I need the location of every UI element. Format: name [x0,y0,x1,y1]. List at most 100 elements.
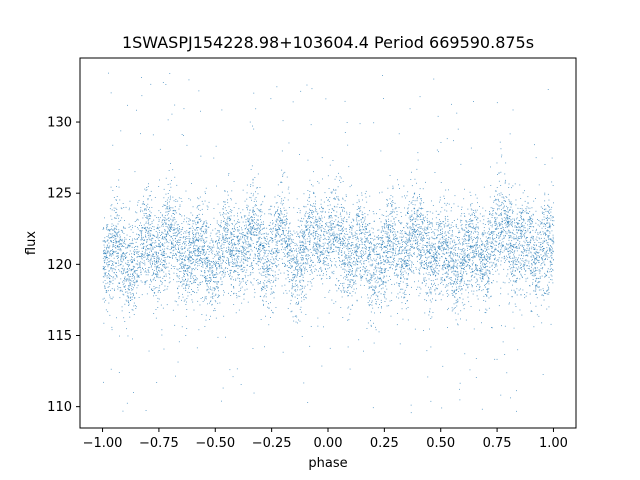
data-point [470,195,472,196]
data-point [229,220,230,222]
data-point [392,254,394,256]
data-point [480,261,482,263]
data-point [189,219,191,220]
data-point [300,247,302,248]
data-point [364,229,366,231]
data-point [480,249,482,251]
data-point [236,297,238,299]
data-point [498,172,500,174]
chart-title: 1SWASPJ154228.98+103604.4 Period 669590.… [122,33,534,52]
data-point [551,217,553,219]
data-point [346,248,348,249]
data-point [117,249,119,250]
data-point [394,202,396,204]
data-point [284,227,286,229]
data-point [263,283,265,285]
data-point [451,289,453,291]
data-point [165,253,167,255]
data-point [309,210,311,211]
data-point [254,288,255,290]
data-point [276,249,277,251]
data-point [236,265,238,267]
data-point [467,259,469,261]
data-point [206,223,208,225]
data-point [260,219,261,220]
data-point [378,262,379,264]
data-point [298,319,299,321]
data-point [504,247,506,249]
data-point [429,299,431,301]
data-point [514,270,516,271]
data-point [193,275,195,276]
data-point [148,270,150,272]
data-point [254,198,256,200]
data-point [115,232,116,234]
data-point [242,209,244,211]
data-point [161,253,163,255]
data-point [443,226,445,228]
data-point [514,291,516,293]
data-point [172,253,174,255]
data-point [506,372,508,374]
data-point [445,258,447,259]
data-point [421,198,422,200]
data-point [496,250,498,252]
data-point [289,250,291,251]
data-point [396,296,397,298]
data-point [450,238,452,240]
data-point [470,245,472,246]
data-point [316,252,317,254]
data-point [178,239,180,241]
data-point [406,244,407,245]
data-point [361,244,363,245]
data-point [200,259,201,261]
data-point [430,228,432,230]
data-point [404,262,406,264]
data-point [473,236,475,238]
data-point [292,254,294,256]
data-point [157,224,159,226]
data-point [475,194,477,196]
data-point [439,242,441,244]
data-point [180,237,182,238]
data-point [172,257,173,259]
data-point [342,248,343,249]
data-point [133,267,134,269]
data-point [155,252,157,254]
data-point [336,278,338,280]
data-point [212,270,214,272]
data-point [522,251,524,253]
data-point [413,217,415,219]
data-point [387,251,389,252]
data-point [294,257,296,259]
data-point [172,239,174,241]
data-point [142,202,144,204]
data-point [337,203,339,205]
data-point [181,256,183,257]
data-point [385,268,387,269]
data-point [189,251,190,253]
data-point [486,242,488,244]
data-point [153,313,155,314]
data-point [503,244,504,246]
data-point [196,245,198,247]
data-point [467,287,469,289]
data-point [460,279,462,280]
data-point [122,245,123,246]
data-point [228,264,230,265]
data-point [238,258,239,260]
data-point [442,245,444,247]
data-point [425,262,426,264]
data-point [479,274,481,276]
data-point [314,247,316,249]
data-point [487,243,489,245]
data-point [371,238,373,239]
data-point [290,248,292,250]
data-point [457,237,458,239]
data-point [188,231,190,233]
data-point [401,231,403,233]
data-point [413,231,415,233]
data-point [452,267,454,269]
data-point [301,254,302,256]
data-point [476,209,478,211]
